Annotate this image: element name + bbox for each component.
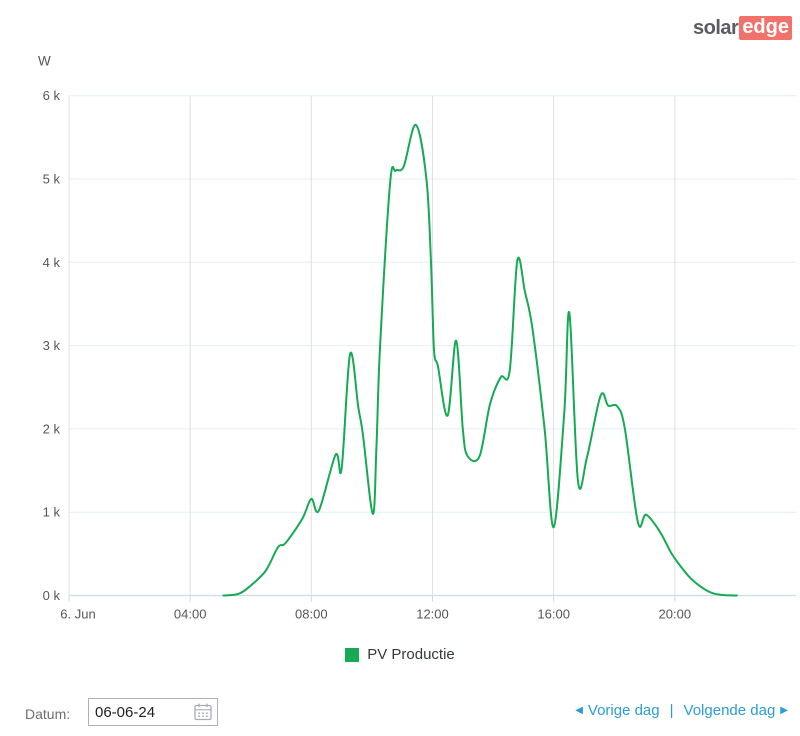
pv-production-line bbox=[222, 123, 738, 597]
y-tick-label: 4 k bbox=[43, 255, 61, 270]
y-tick-label: 3 k bbox=[43, 338, 61, 353]
nav-separator: | bbox=[669, 702, 674, 719]
y-tick-label: 1 k bbox=[43, 505, 61, 520]
x-tick-label: 12:00 bbox=[416, 607, 449, 622]
next-day-label: Volgende dag bbox=[683, 702, 776, 719]
legend-item-pv-productie[interactable]: PV Productie bbox=[0, 646, 800, 663]
x-tick-label: 20:00 bbox=[659, 607, 692, 622]
previous-day-link[interactable]: ◀ Vorige dag bbox=[575, 702, 659, 719]
y-tick-label: 5 k bbox=[43, 172, 61, 187]
date-label: Datum: bbox=[25, 706, 71, 722]
y-tick-label: 2 k bbox=[43, 421, 61, 436]
logo-edge-text: edge bbox=[739, 16, 792, 40]
legend-label: PV Productie bbox=[367, 646, 455, 663]
pv-chart-svg: W 6 k 5 k 4 k 3 k 2 k 1 k 0 k 6. Jun 04:00 08:00 12… bbox=[38, 54, 797, 622]
solaredge-logo: solar edge bbox=[693, 16, 792, 40]
calendar-icon[interactable] bbox=[194, 703, 212, 726]
legend-swatch-icon bbox=[345, 647, 360, 662]
y-tick-label: 6 k bbox=[43, 88, 61, 103]
x-tick-label: 04:00 bbox=[174, 607, 207, 622]
day-navigation: ◀ Vorige dag | Volgende dag ▶ bbox=[575, 702, 788, 719]
y-axis-title: W bbox=[38, 54, 51, 69]
previous-arrow-icon: ◀ bbox=[575, 704, 583, 716]
x-tick-label: 6. Jun bbox=[60, 607, 95, 622]
date-input[interactable] bbox=[95, 699, 185, 725]
previous-day-label: Vorige dag bbox=[587, 702, 660, 719]
logo-solar-text: solar bbox=[693, 16, 739, 39]
footer-bar: Datum: ◀ Vorige dag | Volgende dag ▶ bbox=[0, 692, 800, 736]
next-arrow-icon: ▶ bbox=[780, 704, 788, 716]
y-tick-label: 0 k bbox=[43, 588, 61, 603]
x-tick-label: 16:00 bbox=[537, 607, 570, 622]
next-day-link[interactable]: Volgende dag ▶ bbox=[684, 702, 788, 719]
pv-production-chart: W 6 k 5 k 4 k 3 k 2 k 1 k 0 k 6. Jun 04:00 08:00 12… bbox=[0, 40, 800, 640]
date-field-box bbox=[88, 698, 218, 726]
x-tick-label: 08:00 bbox=[295, 607, 328, 622]
